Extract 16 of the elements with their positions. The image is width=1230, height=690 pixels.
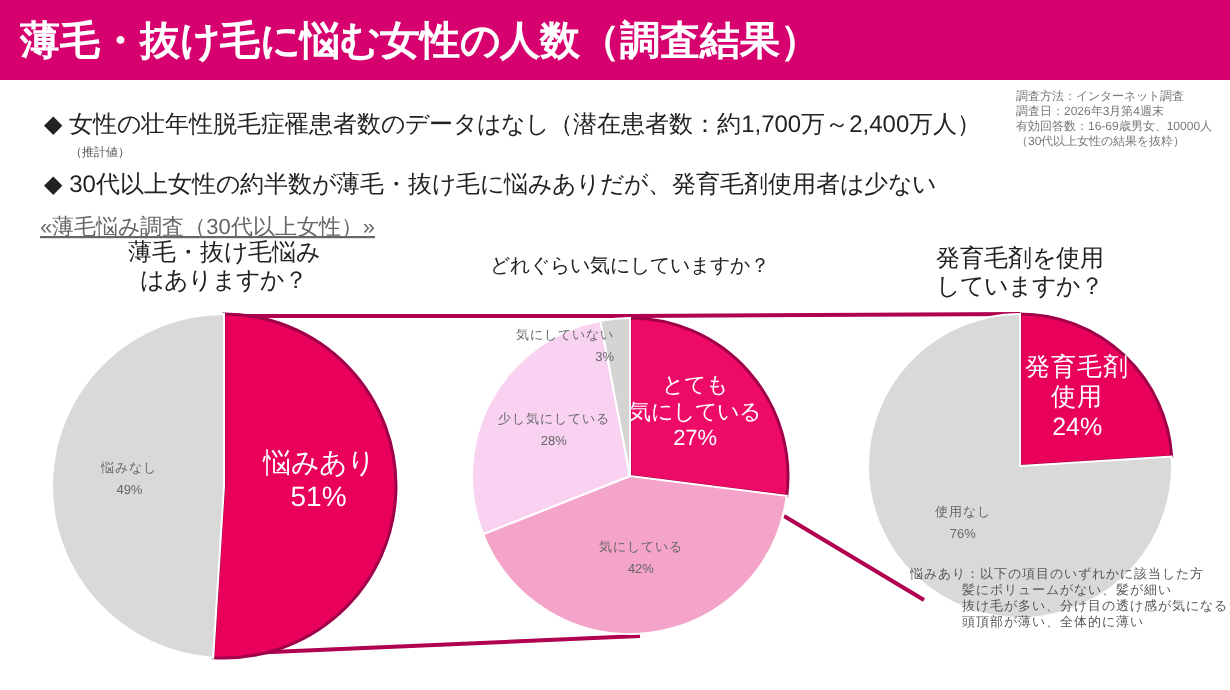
- pie-slice: [51, 313, 225, 659]
- pie-slice: [867, 313, 1173, 619]
- chart-title: どれぐらい気にしていますか？: [490, 256, 770, 278]
- chart-title: 薄毛・抜け毛悩みはありますか？: [128, 237, 320, 295]
- text: ◆ 女性の壮年性脱毛症罹患者数のデータはなし（潜在患者数：約1,700万～2,400万人）: [44, 110, 982, 138]
- text: ◆ 30代以上女性の約半数が薄毛・抜け毛に悩みありだが、発育毛剤使用者は少ない: [44, 170, 936, 198]
- pie-slice: [211, 312, 398, 660]
- slice-label: とても気にしている: [629, 374, 762, 425]
- data-label: 24%: [1052, 413, 1103, 442]
- slice-label: 発育毛剤使用: [1025, 351, 1130, 412]
- data-label: 51%: [290, 479, 347, 512]
- pie-slice: [628, 316, 790, 498]
- data-label: 27%: [673, 426, 718, 451]
- chart-title: 発育毛剤を使用していますか？: [936, 243, 1104, 301]
- slice-label: 悩みあり: [260, 446, 375, 479]
- text: 薄毛・抜け毛に悩む女性の人数（調査結果）: [18, 18, 820, 64]
